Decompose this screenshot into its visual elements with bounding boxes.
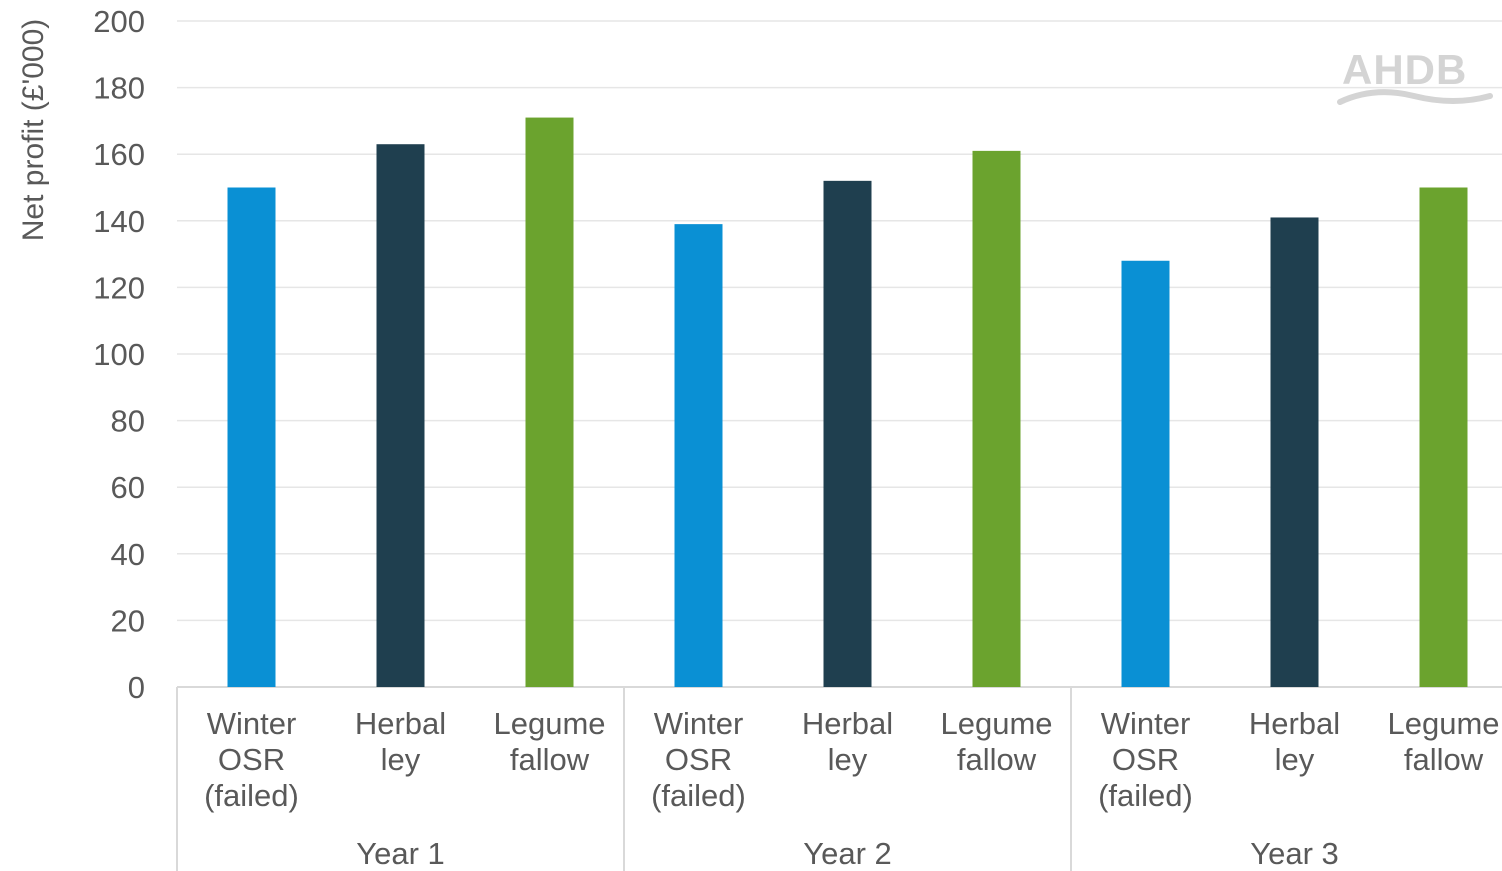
y-tick-label: 0 (128, 670, 145, 705)
x-tick-label: (failed) (204, 778, 299, 813)
y-tick-label: 180 (93, 71, 145, 106)
y-axis-label: Net profit (£'000) (17, 18, 50, 242)
bar (376, 144, 425, 687)
y-tick-label: 20 (111, 603, 145, 638)
y-tick-label: 160 (93, 137, 145, 172)
group-label: Year 1 (356, 836, 445, 871)
y-tick-label: 80 (111, 404, 145, 439)
bar (1419, 187, 1468, 687)
group-label: Year 2 (803, 836, 892, 871)
x-tick-label: fallow (957, 742, 1037, 777)
y-tick-label: 40 (111, 537, 145, 572)
y-tick-label: 60 (111, 470, 145, 505)
x-tick-label: OSR (1112, 742, 1179, 777)
y-tick-label: 120 (93, 270, 145, 305)
x-tick-label: Winter (654, 706, 744, 741)
group-label: Year 3 (1250, 836, 1339, 871)
x-tick-label: OSR (665, 742, 732, 777)
bar (227, 187, 276, 687)
x-tick-label: ley (1275, 742, 1315, 777)
x-tick-label: Herbal (802, 706, 893, 741)
x-tick-label: (failed) (651, 778, 746, 813)
x-tick-label: Legume (940, 706, 1052, 741)
bar (674, 224, 723, 687)
y-tick-label: 200 (93, 4, 145, 39)
x-tick-label: Herbal (355, 706, 446, 741)
y-tick-label: 140 (93, 204, 145, 239)
logo-swoosh-icon (1337, 89, 1493, 105)
bar (1270, 217, 1319, 687)
x-tick-label: Legume (1387, 706, 1499, 741)
x-tick-label: Herbal (1249, 706, 1340, 741)
x-tick-label: fallow (510, 742, 590, 777)
x-tick-label: fallow (1404, 742, 1484, 777)
bar (525, 117, 574, 687)
logo-text: AHDB (1342, 46, 1468, 93)
x-tick-label: Legume (493, 706, 605, 741)
x-tick-label: ley (381, 742, 421, 777)
x-tick-label: OSR (218, 742, 285, 777)
x-tick-label: Winter (1101, 706, 1191, 741)
y-tick-label: 100 (93, 337, 145, 372)
x-tick-label: (failed) (1098, 778, 1193, 813)
bar (823, 180, 872, 687)
x-tick-label: Winter (207, 706, 297, 741)
bar (1121, 260, 1170, 687)
ahdb-logo: AHDB (1334, 46, 1494, 116)
bar (972, 150, 1021, 687)
x-tick-label: ley (828, 742, 868, 777)
